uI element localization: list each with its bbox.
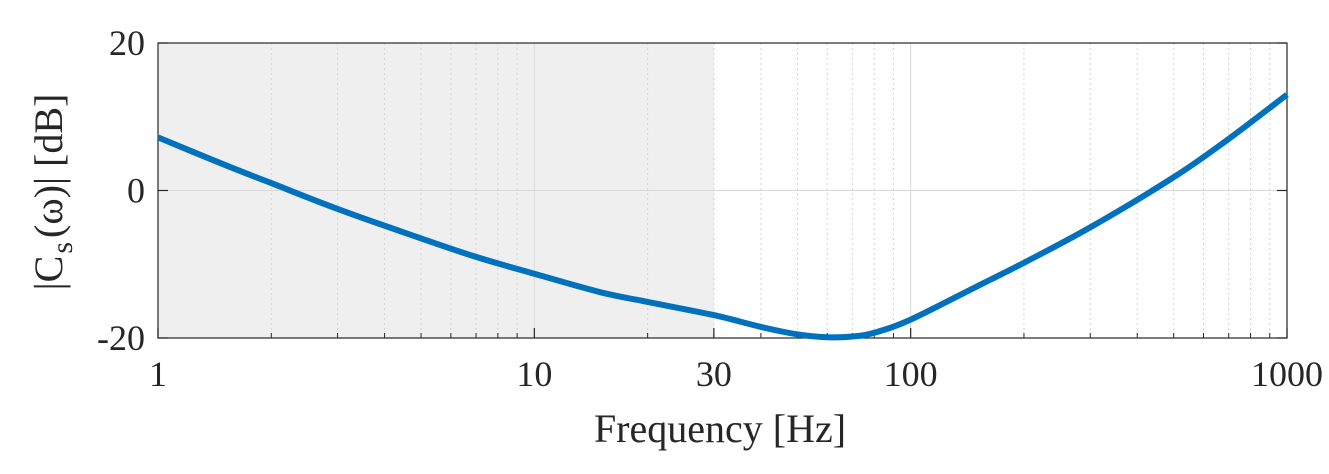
x-tick-labels: 1 10 30 100 1000 bbox=[149, 354, 1323, 394]
y-tick-label: 0 bbox=[127, 171, 145, 211]
y-tick-labels: -20 0 20 bbox=[97, 23, 145, 358]
x-tick-label: 1000 bbox=[1251, 354, 1323, 394]
x-tick-label: 10 bbox=[516, 354, 552, 394]
y-axis-label: |C s (ω)| [dB] bbox=[26, 94, 79, 291]
y-tick-label: -20 bbox=[97, 318, 145, 358]
y-axis-label-subscript: s bbox=[46, 242, 79, 254]
x-axis-label: Frequency [Hz] bbox=[594, 406, 846, 451]
y-axis-label-tail: (ω)| [dB] bbox=[26, 94, 71, 238]
y-tick-label: 20 bbox=[109, 23, 145, 63]
svg-text:|Cs(ω)| [dB]: |C s (ω)| [dB] bbox=[26, 94, 79, 291]
x-tick-label: 1 bbox=[149, 354, 167, 394]
series-line bbox=[156, 92, 1289, 341]
series-group bbox=[156, 92, 1289, 341]
x-tick-label: 100 bbox=[884, 354, 938, 394]
y-axis-label-main: |C bbox=[26, 256, 71, 291]
x-tick-label: 30 bbox=[696, 354, 732, 394]
